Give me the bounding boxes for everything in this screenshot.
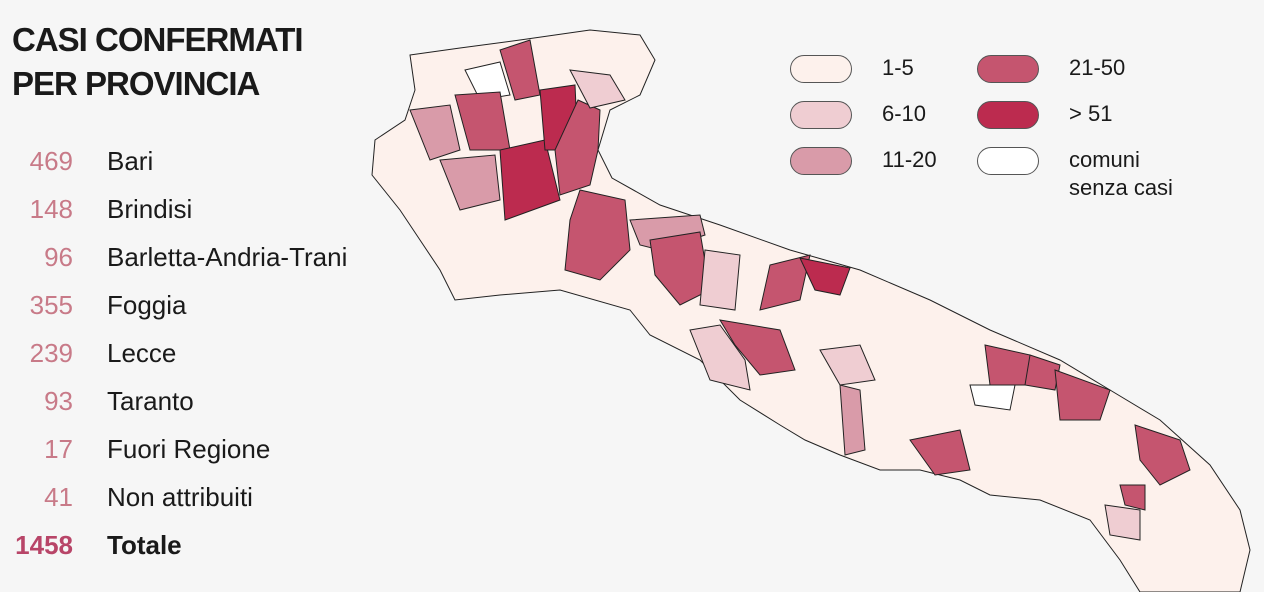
legend-label: 6-10: [882, 101, 927, 126]
title-line: PER PROVINCIA: [12, 65, 260, 102]
municipality: [719, 319, 796, 376]
municipality: [564, 189, 631, 281]
province-row: 96 Barletta-Andria-Trani: [0, 237, 347, 277]
province-name: Lecce: [107, 337, 177, 368]
province-name: Taranto: [107, 385, 194, 416]
province-row: 355 Foggia: [0, 285, 187, 325]
province-name: Barletta-Andria-Trani: [107, 241, 348, 272]
case-count: 239: [29, 337, 73, 368]
legend-swatch: [790, 55, 852, 83]
province-name: Non attribuiti: [107, 481, 253, 512]
legend-swatch: [977, 101, 1039, 129]
legend-label: 1-5: [882, 55, 914, 80]
province-row: 93 Taranto: [0, 381, 194, 421]
legend-label: 11-20: [882, 147, 937, 172]
legend-swatch: [977, 55, 1039, 83]
case-count: 355: [29, 289, 73, 320]
municipality: [819, 344, 876, 386]
case-count: 1458: [15, 529, 73, 560]
municipality: [1104, 504, 1141, 541]
province-row: 41 Non attribuiti: [0, 477, 253, 517]
province-name: Fuori Regione: [107, 433, 271, 464]
province-row: 1458 Totale: [0, 525, 182, 565]
province-row: 469 Bari: [0, 141, 154, 181]
case-count: 96: [44, 241, 73, 272]
municipality: [1119, 484, 1146, 511]
province-row: 148 Brindisi: [0, 189, 193, 229]
municipality: [1134, 424, 1191, 486]
legend-swatch: [790, 147, 852, 175]
municipality: [569, 69, 626, 109]
province-name: Foggia: [107, 289, 187, 320]
province-row: 239 Lecce: [0, 333, 177, 373]
municipality: [649, 231, 711, 306]
province-name: Brindisi: [107, 193, 193, 224]
province-row: 17 Fuori Regione: [0, 429, 270, 469]
municipality: [699, 249, 741, 311]
legend-label: > 51: [1069, 101, 1113, 126]
legend-label: comuni senza casi: [1069, 147, 1173, 200]
municipality: [409, 104, 461, 161]
province-name: Bari: [107, 145, 154, 176]
province-name: Totale: [107, 529, 182, 560]
case-count: 17: [44, 433, 73, 464]
municipality: [839, 384, 866, 456]
legend-label: 21-50: [1069, 55, 1126, 80]
case-count: 469: [29, 145, 73, 176]
municipality: [439, 154, 501, 211]
municipality: [1054, 369, 1111, 421]
municipality: [554, 99, 601, 196]
legend-swatch: [790, 101, 852, 129]
municipality: [464, 61, 511, 101]
municipality: [909, 429, 971, 476]
case-count: 93: [44, 385, 73, 416]
case-count: 41: [44, 481, 73, 512]
municipality: [969, 384, 1016, 411]
title: CASI CONFERMATI PER PROVINCIA: [12, 18, 304, 106]
legend-swatch: [977, 147, 1039, 175]
case-count: 148: [29, 193, 73, 224]
municipality: [499, 139, 561, 221]
municipality: [759, 254, 811, 311]
title-line: CASI CONFERMATI: [12, 21, 304, 58]
municipality: [689, 324, 751, 391]
municipality: [799, 257, 851, 296]
municipality: [1024, 354, 1061, 391]
